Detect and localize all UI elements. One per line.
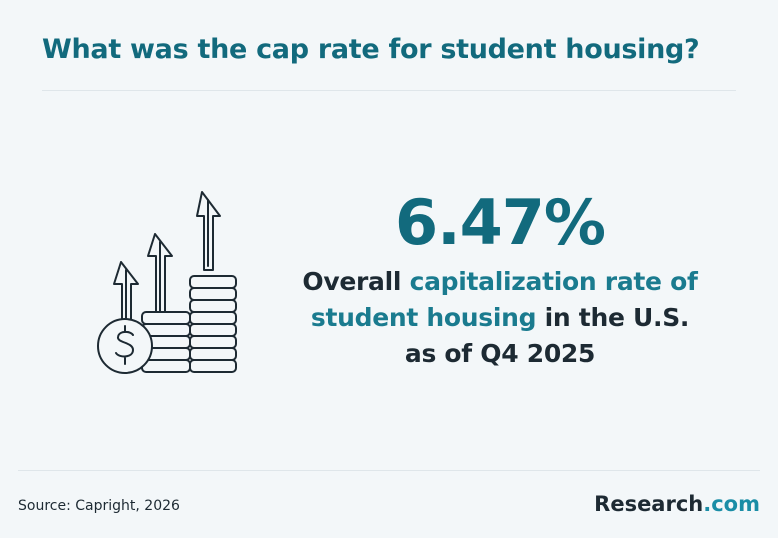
stat-desc-line-2: student housing in the U.S. [290,300,710,336]
stat-desc-cap-rate: capitalization rate of [409,267,698,296]
coins-growth-arrows-icon [92,186,242,378]
footer-divider [18,470,760,471]
stat-desc-line-3: as of Q4 2025 [404,339,596,368]
brand-name: Research [594,492,704,516]
stat-desc-location: in the U.S. [536,303,690,332]
stat-desc-overall: Overall [302,267,410,296]
source-note: Source: Capright, 2026 [18,498,180,514]
stat-value: 6.47% [394,186,606,259]
stat-description: Overall capitalization rate of student h… [290,264,710,372]
page-title: What was the cap rate for student housin… [42,34,700,65]
header-divider [42,90,736,91]
stat-desc-student-housing: student housing [310,303,537,332]
stat-desc-line-1: Overall capitalization rate of [290,264,710,300]
brand-tld: .com [703,492,760,516]
brand-logo: Research.com [594,492,760,516]
